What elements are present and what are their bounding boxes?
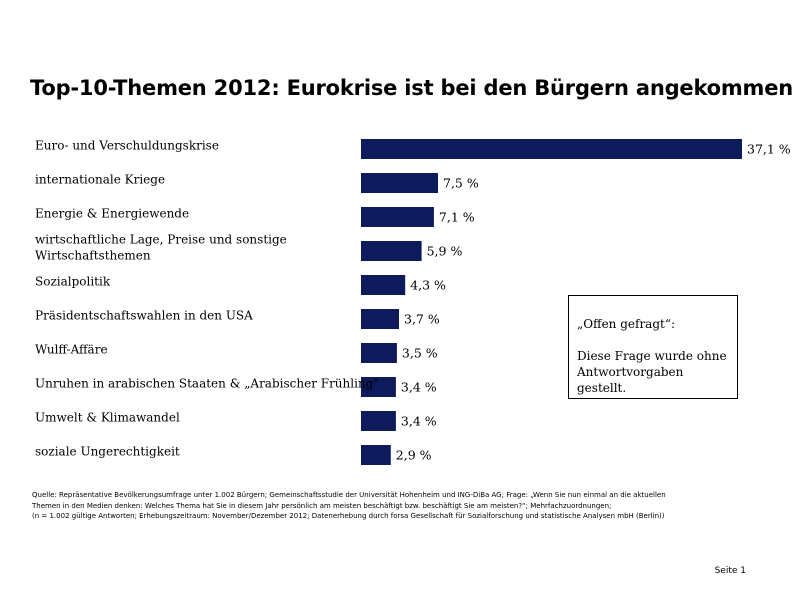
page-number: Seite 1 xyxy=(714,566,746,576)
source-text: Quelle: Repräsentative Bevölkerungsumfra… xyxy=(32,490,762,522)
category-label: Unruhen in arabischen Staaten & „Arabisc… xyxy=(35,377,379,391)
value-label: 4,3 % xyxy=(410,278,446,293)
value-label: 3,7 % xyxy=(404,312,440,327)
bar xyxy=(361,207,434,227)
value-label: 2,9 % xyxy=(396,448,432,463)
value-label: 3,4 % xyxy=(401,414,437,429)
bar xyxy=(361,173,438,193)
category-label: Sozialpolitik xyxy=(35,275,111,289)
note-box: „Offen gefragt“: Diese Frage wurde ohne … xyxy=(568,295,738,399)
source-line: Themen in den Medien denken: Welches The… xyxy=(32,501,612,510)
bar xyxy=(361,139,742,159)
value-label: 3,5 % xyxy=(402,346,438,361)
bar xyxy=(361,275,406,295)
value-label: 3,4 % xyxy=(401,380,437,395)
note-line: Antwortvorgaben gestellt. xyxy=(577,365,684,395)
bar xyxy=(361,343,397,363)
category-label: Wulff-Affäre xyxy=(35,343,108,357)
source-line: (n = 1.002 gültige Antworten; Erhebungsz… xyxy=(32,512,665,520)
source-line: Quelle: Repräsentative Bevölkerungsumfra… xyxy=(32,491,666,499)
value-label: 37,1 % xyxy=(747,142,791,157)
value-label: 5,9 % xyxy=(427,244,463,259)
value-label: 7,5 % xyxy=(443,176,479,191)
category-label: Wirtschaftsthemen xyxy=(35,249,151,263)
bar xyxy=(361,377,396,397)
category-label: internationale Kriege xyxy=(35,173,165,187)
bar xyxy=(361,411,396,431)
note-line: Diese Frage wurde ohne xyxy=(577,349,727,363)
value-label: 7,1 % xyxy=(439,210,475,225)
bar xyxy=(361,445,391,465)
category-label: Präsidentschaftswahlen in den USA xyxy=(35,309,253,323)
note-heading: „Offen gefragt“: xyxy=(577,317,676,331)
bar xyxy=(361,241,422,261)
bar xyxy=(361,309,399,329)
chart-title: Top-10-Themen 2012: Eurokrise ist bei de… xyxy=(30,76,794,100)
category-label: Euro- und Verschuldungskrise xyxy=(35,139,219,153)
category-label: Energie & Energiewende xyxy=(35,207,189,221)
category-label: wirtschaftliche Lage, Preise und sonstig… xyxy=(35,233,287,247)
category-label: soziale Ungerechtigkeit xyxy=(35,445,180,459)
category-label: Umwelt & Klimawandel xyxy=(35,411,180,425)
